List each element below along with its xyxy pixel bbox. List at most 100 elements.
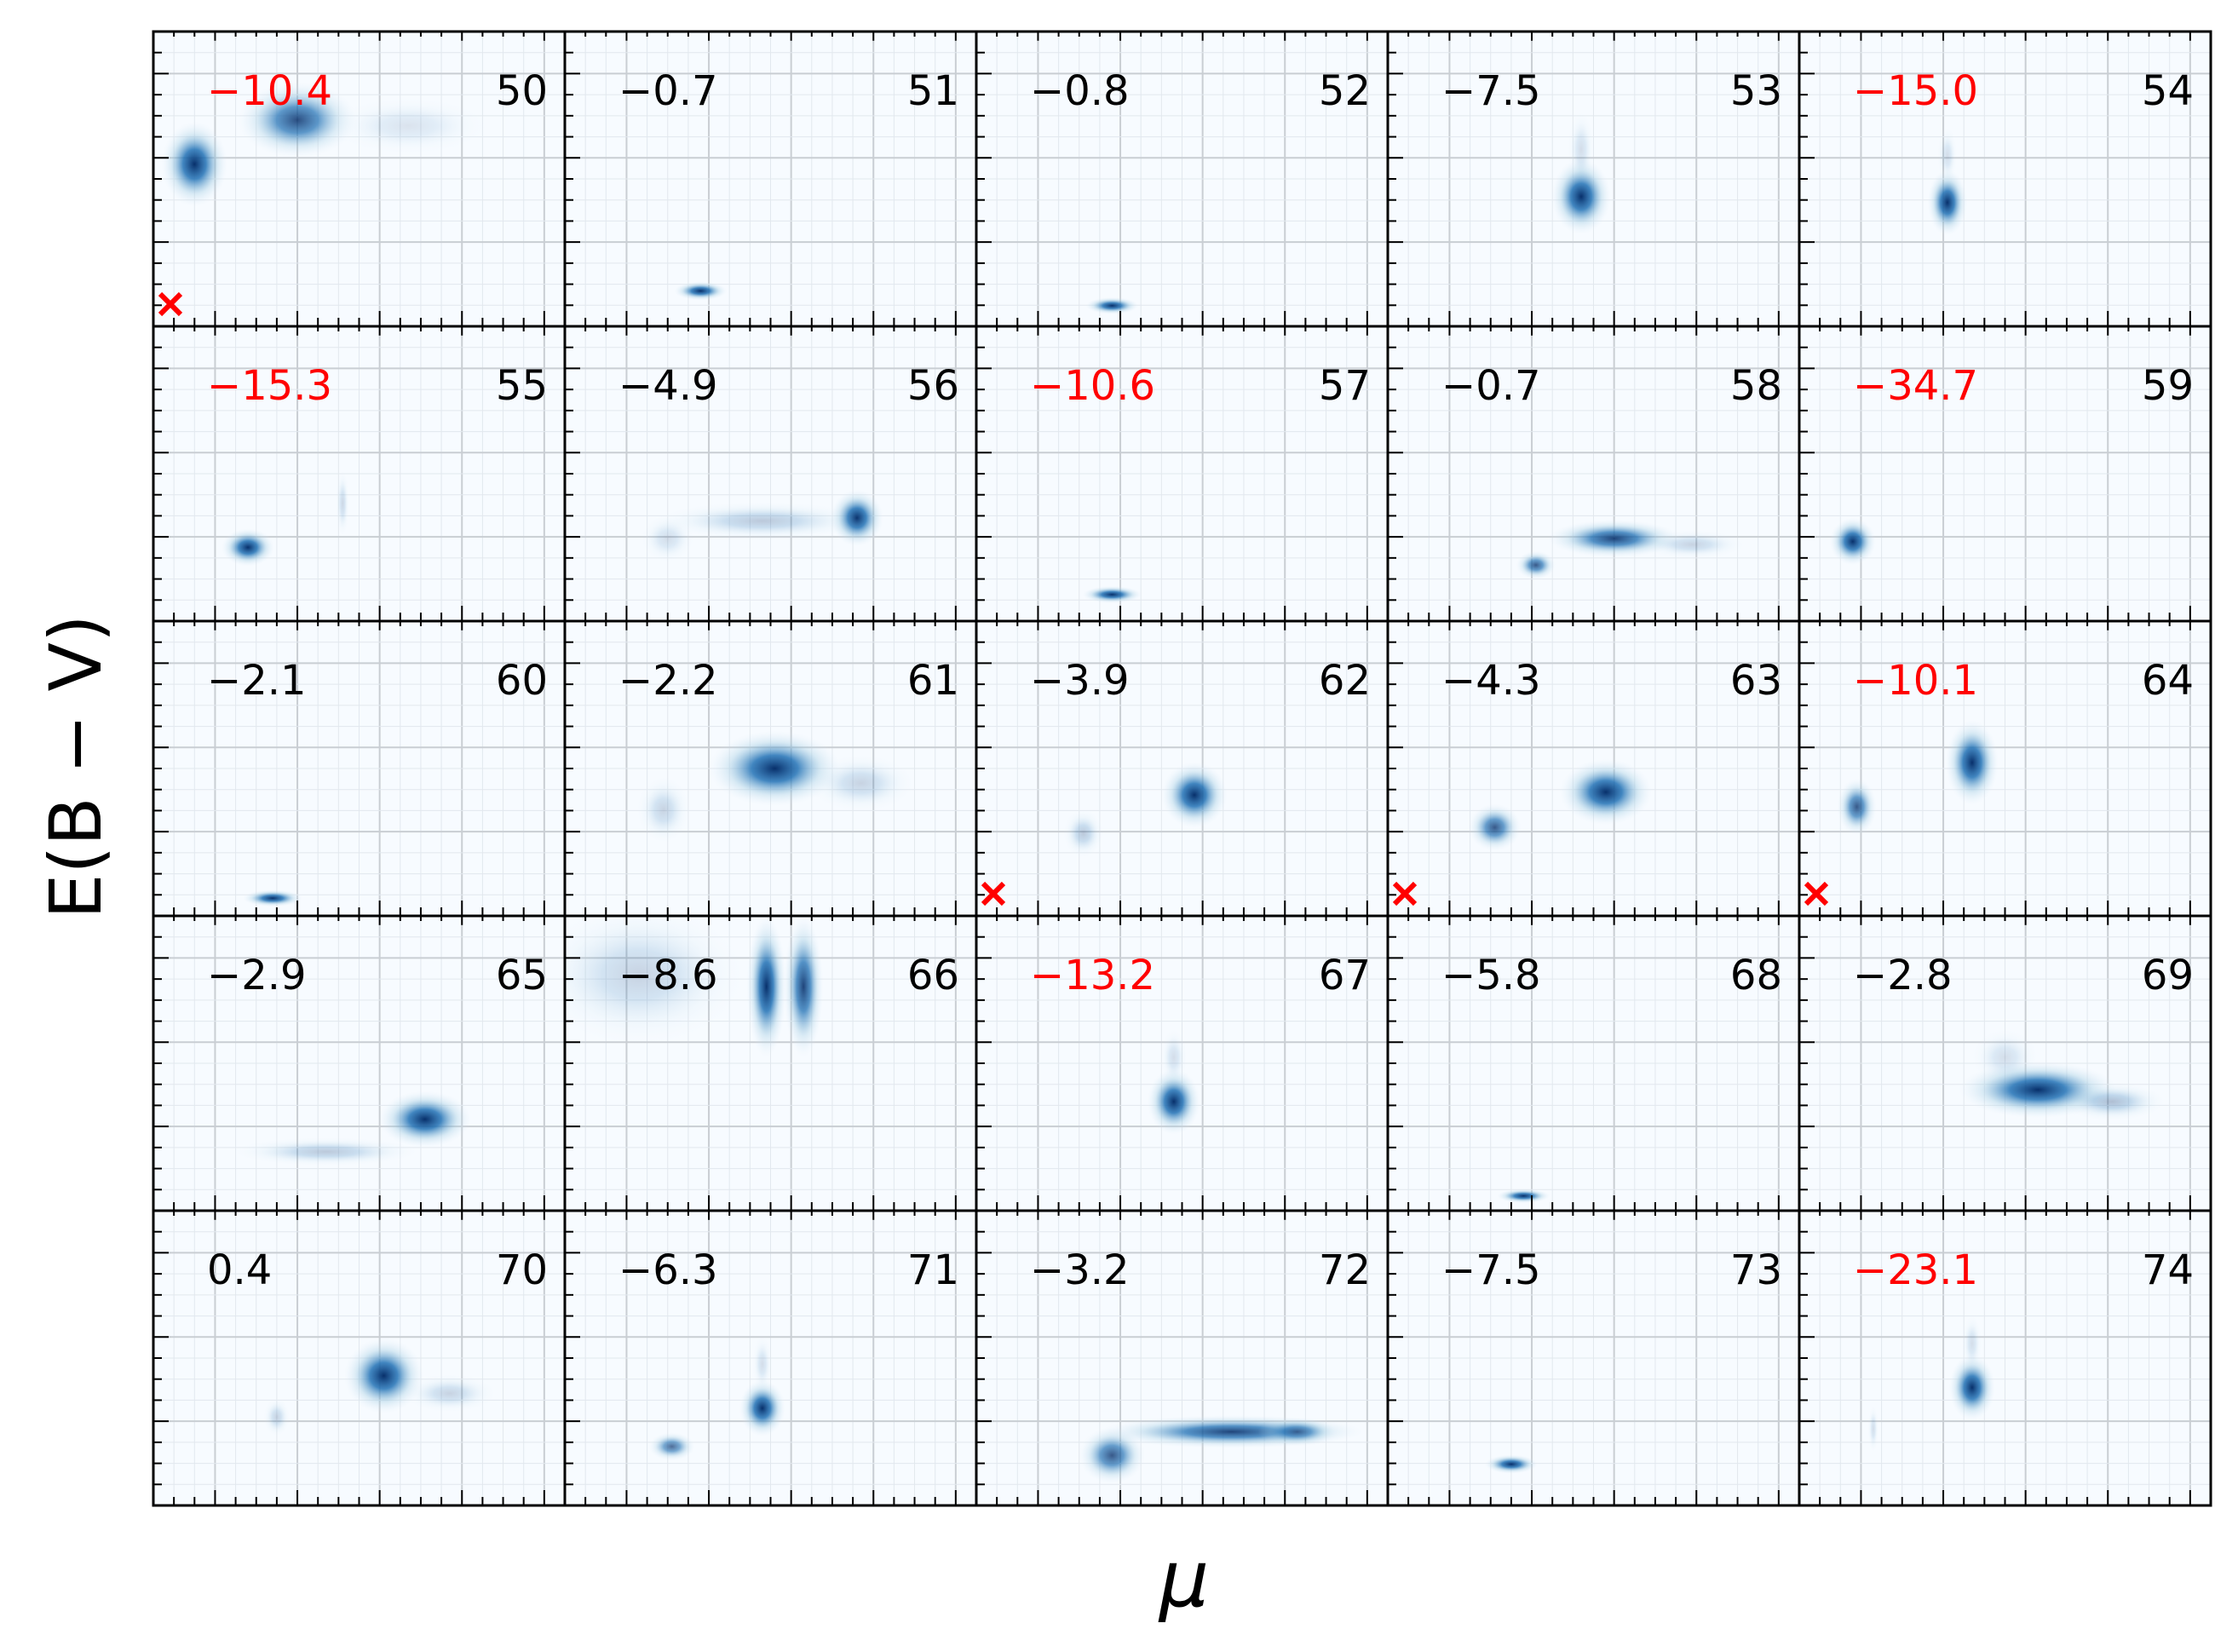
panel-gridlines: [976, 32, 1388, 326]
panel-value-label: 0.4: [207, 1246, 272, 1294]
panel-id-label: 66: [907, 952, 959, 999]
density-blob: [1082, 585, 1142, 603]
density-blob: [808, 755, 914, 812]
panel-54: −15.0 54: [1798, 30, 2212, 328]
density-map: [243, 889, 302, 907]
density-blob: [1257, 1417, 1338, 1447]
density-blob: [336, 469, 349, 537]
panel-ticks: [565, 32, 957, 326]
panel-gridlines: [1388, 916, 1799, 1211]
density-blob: [674, 281, 728, 301]
density-blob: [1829, 517, 1876, 566]
density-map: [1079, 1415, 1364, 1484]
panel-gridlines: [976, 1211, 1388, 1505]
density-blob: [709, 730, 841, 807]
density-blob: [739, 1379, 785, 1437]
density-blob: [329, 97, 488, 154]
panel-59: −34.7 59: [1798, 325, 2212, 623]
panel-id-label: 64: [2142, 657, 2194, 705]
density-map: [1837, 720, 1999, 836]
panel-id-label: 55: [496, 362, 548, 410]
density-blob: [238, 82, 357, 158]
panel-frame: [1798, 1209, 2212, 1507]
panel-id-label: 63: [1730, 657, 1782, 705]
panel-gridlines: [1799, 32, 2211, 326]
panel-gridlines: [1799, 1211, 2211, 1505]
panel-value-label: −0.8: [1030, 67, 1130, 115]
density-blob: [637, 776, 690, 843]
panel-gridlines: [1388, 32, 1799, 326]
panel-63: −4.3 63: [1386, 619, 1801, 918]
density-blob: [641, 515, 694, 562]
panel-id-label: 72: [1319, 1246, 1371, 1294]
panel-65: −2.9 65: [152, 914, 567, 1212]
panel-gridlines: [1388, 326, 1799, 621]
panel-67: −13.2 67: [975, 914, 1389, 1212]
panel-ticks: [1388, 326, 1780, 621]
panel-value-label: −34.7: [1853, 362, 1978, 410]
panel-ticks: [153, 32, 545, 326]
panel-value-label: −7.5: [1441, 1246, 1541, 1294]
density-map: [637, 730, 914, 843]
density-blob: [378, 1091, 471, 1148]
density-blob: [752, 1335, 773, 1393]
density-blob: [243, 889, 302, 907]
density-map: [1551, 112, 1611, 235]
density-blob: [1468, 803, 1522, 851]
panel-id-label: 68: [1730, 952, 1782, 999]
density-map: [1497, 1189, 1550, 1204]
density-map: [1959, 1028, 2165, 1121]
panel-value-label: −5.8: [1441, 952, 1541, 999]
density-blob: [1962, 1315, 1982, 1372]
density-map: [1867, 1315, 1995, 1453]
density-map: [161, 82, 488, 207]
density-map: [674, 281, 728, 301]
panel-value-label: −10.4: [207, 67, 332, 115]
panel-value-label: −7.5: [1441, 67, 1541, 115]
density-blob: [1161, 762, 1228, 828]
density-blob: [1568, 112, 1595, 187]
panel-ticks: [1388, 916, 1780, 1211]
density-blob: [746, 916, 786, 1058]
density-map: [1468, 758, 1653, 851]
panel-id-label: 51: [907, 67, 959, 115]
panel-id-label: 61: [907, 657, 959, 705]
panel-70: 0.4 70: [152, 1209, 567, 1507]
density-blob: [657, 502, 868, 540]
density-blob: [1079, 1426, 1146, 1484]
panel-id-label: 62: [1319, 657, 1371, 705]
panel-id-label: 71: [907, 1246, 959, 1294]
density-blob: [221, 528, 275, 567]
panel-66: −8.6 66: [563, 914, 978, 1212]
x-marker: [981, 881, 1006, 907]
panel-value-label: −0.7: [618, 67, 718, 115]
panel-gridlines: [1799, 621, 2211, 916]
density-blob: [1937, 127, 1958, 184]
density-blob: [1063, 809, 1103, 857]
panel-74: −23.1 74: [1798, 1209, 2212, 1507]
panel-value-label: −6.3: [618, 1246, 718, 1294]
panel-id-label: 70: [496, 1246, 548, 1294]
panel-ticks: [153, 916, 545, 1211]
panel-value-label: −13.2: [1030, 952, 1155, 999]
panel-gridlines: [976, 326, 1388, 621]
panel-value-label: −2.9: [207, 952, 307, 999]
density-map: [221, 469, 349, 567]
density-map: [1516, 519, 1746, 579]
panel-58: −0.7 58: [1386, 325, 1801, 623]
density-blob: [1484, 1454, 1538, 1474]
density-blob: [1551, 158, 1611, 235]
panel-69: −2.8 69: [1798, 914, 2212, 1212]
density-map: [565, 916, 824, 1058]
density-map: [233, 1091, 471, 1166]
panel-gridlines: [153, 621, 565, 916]
panel-62: −3.9 62: [975, 619, 1389, 918]
panel-id-label: 57: [1319, 362, 1371, 410]
density-blob: [1497, 1189, 1550, 1204]
density-blob: [783, 916, 824, 1058]
density-map: [1829, 517, 1876, 566]
density-map: [648, 1335, 785, 1461]
panel-id-label: 67: [1319, 952, 1371, 999]
panel-ticks: [976, 326, 1368, 621]
panel-value-label: −0.7: [1441, 362, 1541, 410]
